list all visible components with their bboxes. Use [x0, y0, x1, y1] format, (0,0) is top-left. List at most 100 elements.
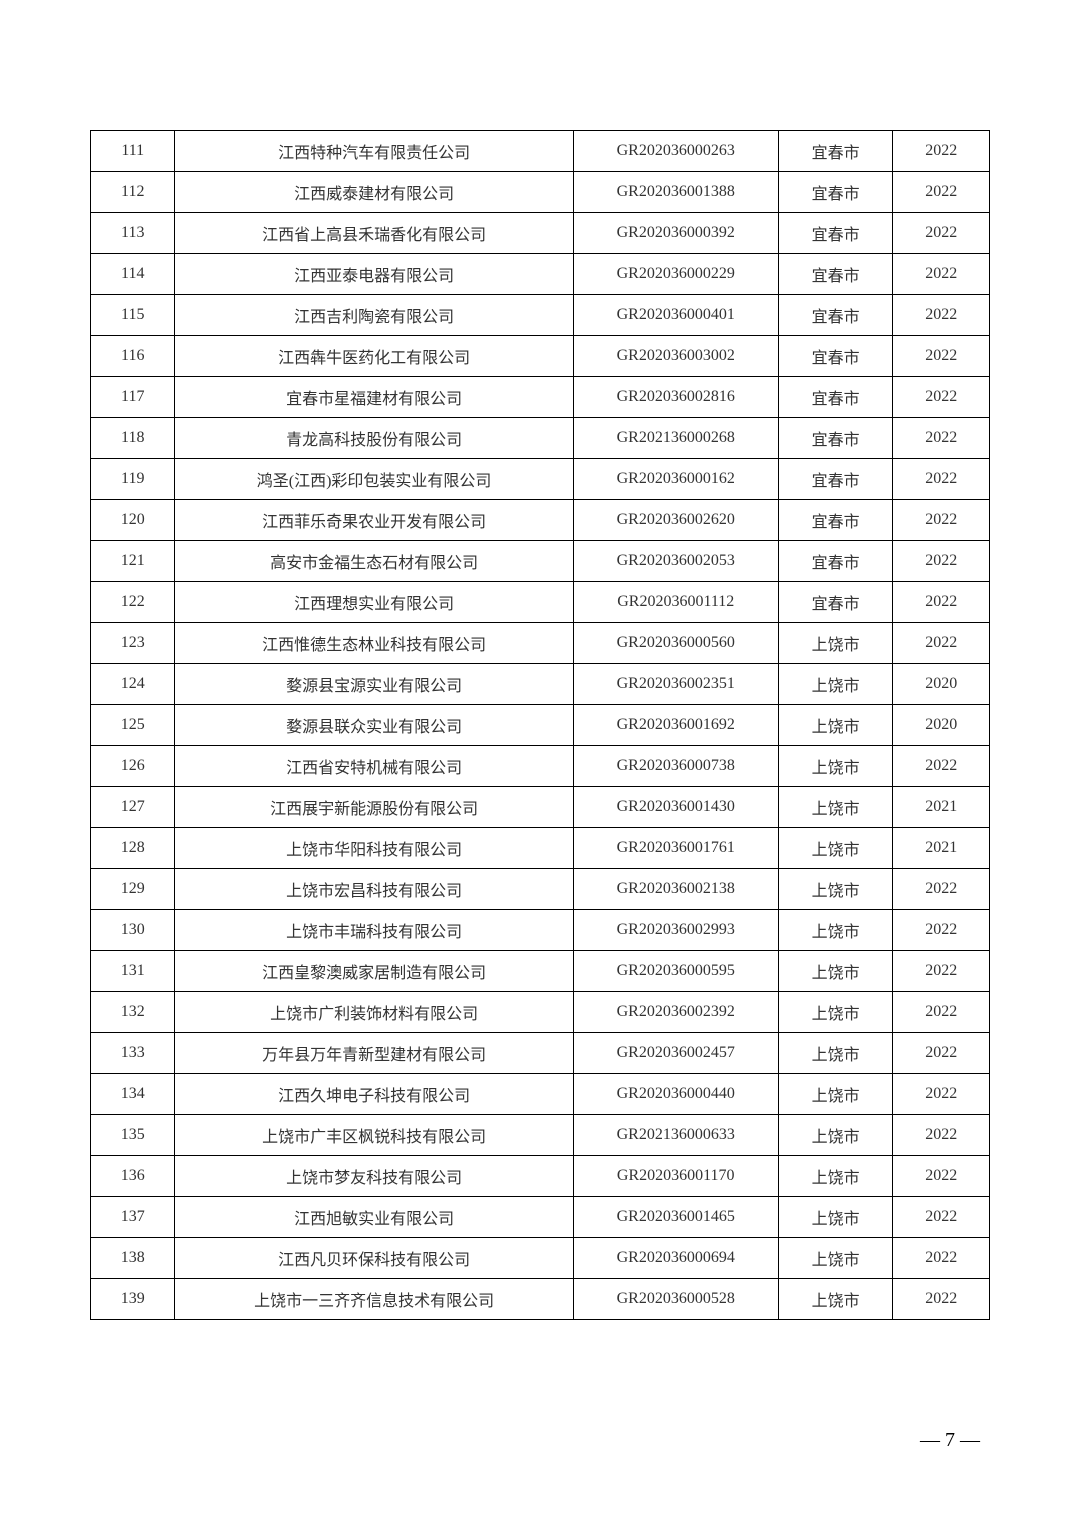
table-row: 128上饶市华阳科技有限公司GR202036001761上饶市2021 [91, 828, 990, 869]
cell-city: 宜春市 [778, 500, 893, 541]
table-row: 121高安市金福生态石材有限公司GR202036002053宜春市2022 [91, 541, 990, 582]
cell-year: 2022 [893, 541, 990, 582]
cell-city: 宜春市 [778, 131, 893, 172]
cell-index: 122 [91, 582, 175, 623]
cell-index: 133 [91, 1033, 175, 1074]
cell-company: 江西犇牛医药化工有限公司 [175, 336, 573, 377]
cell-year: 2022 [893, 377, 990, 418]
cell-company: 江西省安特机械有限公司 [175, 746, 573, 787]
cell-year: 2022 [893, 172, 990, 213]
cell-year: 2022 [893, 1115, 990, 1156]
cell-city: 宜春市 [778, 213, 893, 254]
cell-index: 138 [91, 1238, 175, 1279]
cell-company: 婺源县联众实业有限公司 [175, 705, 573, 746]
cell-code: GR202036000263 [573, 131, 778, 172]
cell-index: 139 [91, 1279, 175, 1320]
cell-city: 上饶市 [778, 992, 893, 1033]
cell-index: 112 [91, 172, 175, 213]
cell-year: 2022 [893, 254, 990, 295]
cell-city: 上饶市 [778, 910, 893, 951]
table-row: 131江西皇黎澳威家居制造有限公司GR202036000595上饶市2022 [91, 951, 990, 992]
cell-index: 111 [91, 131, 175, 172]
cell-code: GR202036003002 [573, 336, 778, 377]
table-row: 124婺源县宝源实业有限公司GR202036002351上饶市2020 [91, 664, 990, 705]
cell-code: GR202036000528 [573, 1279, 778, 1320]
table-row: 117宜春市星福建材有限公司GR202036002816宜春市2022 [91, 377, 990, 418]
cell-year: 2021 [893, 787, 990, 828]
cell-company: 鸿圣(江西)彩印包装实业有限公司 [175, 459, 573, 500]
table-row: 115江西吉利陶瓷有限公司GR202036000401宜春市2022 [91, 295, 990, 336]
cell-company: 江西特种汽车有限责任公司 [175, 131, 573, 172]
cell-city: 宜春市 [778, 377, 893, 418]
table-row: 111江西特种汽车有限责任公司GR202036000263宜春市2022 [91, 131, 990, 172]
cell-index: 119 [91, 459, 175, 500]
table-row: 123江西惟德生态林业科技有限公司GR202036000560上饶市2022 [91, 623, 990, 664]
cell-index: 124 [91, 664, 175, 705]
cell-code: GR202036001761 [573, 828, 778, 869]
cell-code: GR202036000440 [573, 1074, 778, 1115]
cell-code: GR202036001430 [573, 787, 778, 828]
cell-company: 万年县万年青新型建材有限公司 [175, 1033, 573, 1074]
cell-city: 上饶市 [778, 746, 893, 787]
cell-code: GR202036000694 [573, 1238, 778, 1279]
cell-code: GR202036000229 [573, 254, 778, 295]
data-table: 111江西特种汽车有限责任公司GR202036000263宜春市2022112江… [90, 130, 990, 1320]
table-row: 137江西旭敏实业有限公司GR202036001465上饶市2022 [91, 1197, 990, 1238]
cell-city: 上饶市 [778, 1033, 893, 1074]
cell-year: 2022 [893, 213, 990, 254]
cell-company: 江西凡贝环保科技有限公司 [175, 1238, 573, 1279]
cell-year: 2022 [893, 1033, 990, 1074]
cell-code: GR202036001112 [573, 582, 778, 623]
table-row: 136上饶市梦友科技有限公司GR202036001170上饶市2022 [91, 1156, 990, 1197]
cell-city: 上饶市 [778, 1115, 893, 1156]
cell-company: 江西皇黎澳威家居制造有限公司 [175, 951, 573, 992]
cell-year: 2022 [893, 500, 990, 541]
table-row: 112江西威泰建材有限公司GR202036001388宜春市2022 [91, 172, 990, 213]
cell-code: GR202036001465 [573, 1197, 778, 1238]
cell-company: 江西理想实业有限公司 [175, 582, 573, 623]
cell-index: 118 [91, 418, 175, 459]
table-row: 113江西省上高县禾瑞香化有限公司GR202036000392宜春市2022 [91, 213, 990, 254]
cell-code: GR202036000560 [573, 623, 778, 664]
cell-index: 132 [91, 992, 175, 1033]
table-row: 114江西亚泰电器有限公司GR202036000229宜春市2022 [91, 254, 990, 295]
cell-year: 2022 [893, 1074, 990, 1115]
cell-city: 上饶市 [778, 869, 893, 910]
cell-city: 上饶市 [778, 705, 893, 746]
cell-city: 宜春市 [778, 172, 893, 213]
page-container: 111江西特种汽车有限责任公司GR202036000263宜春市2022112江… [0, 0, 1080, 1420]
cell-year: 2022 [893, 418, 990, 459]
cell-company: 高安市金福生态石材有限公司 [175, 541, 573, 582]
table-row: 119鸿圣(江西)彩印包装实业有限公司GR202036000162宜春市2022 [91, 459, 990, 500]
cell-city: 上饶市 [778, 664, 893, 705]
cell-city: 宜春市 [778, 336, 893, 377]
cell-index: 126 [91, 746, 175, 787]
table-row: 125婺源县联众实业有限公司GR202036001692上饶市2020 [91, 705, 990, 746]
cell-year: 2021 [893, 828, 990, 869]
table-row: 130上饶市丰瑞科技有限公司GR202036002993上饶市2022 [91, 910, 990, 951]
table-row: 127江西展宇新能源股份有限公司GR202036001430上饶市2021 [91, 787, 990, 828]
cell-index: 134 [91, 1074, 175, 1115]
cell-code: GR202036002993 [573, 910, 778, 951]
cell-year: 2022 [893, 910, 990, 951]
cell-year: 2022 [893, 582, 990, 623]
cell-code: GR202036002816 [573, 377, 778, 418]
cell-code: GR202036001692 [573, 705, 778, 746]
cell-company: 青龙高科技股份有限公司 [175, 418, 573, 459]
cell-company: 江西久坤电子科技有限公司 [175, 1074, 573, 1115]
cell-year: 2022 [893, 869, 990, 910]
cell-city: 上饶市 [778, 828, 893, 869]
cell-company: 江西菲乐奇果农业开发有限公司 [175, 500, 573, 541]
cell-city: 上饶市 [778, 623, 893, 664]
cell-company: 江西旭敏实业有限公司 [175, 1197, 573, 1238]
cell-company: 江西威泰建材有限公司 [175, 172, 573, 213]
cell-code: GR202036000392 [573, 213, 778, 254]
cell-index: 116 [91, 336, 175, 377]
cell-code: GR202036002351 [573, 664, 778, 705]
cell-city: 上饶市 [778, 1156, 893, 1197]
table-row: 134江西久坤电子科技有限公司GR202036000440上饶市2022 [91, 1074, 990, 1115]
cell-index: 136 [91, 1156, 175, 1197]
cell-year: 2022 [893, 1197, 990, 1238]
cell-index: 120 [91, 500, 175, 541]
cell-index: 128 [91, 828, 175, 869]
